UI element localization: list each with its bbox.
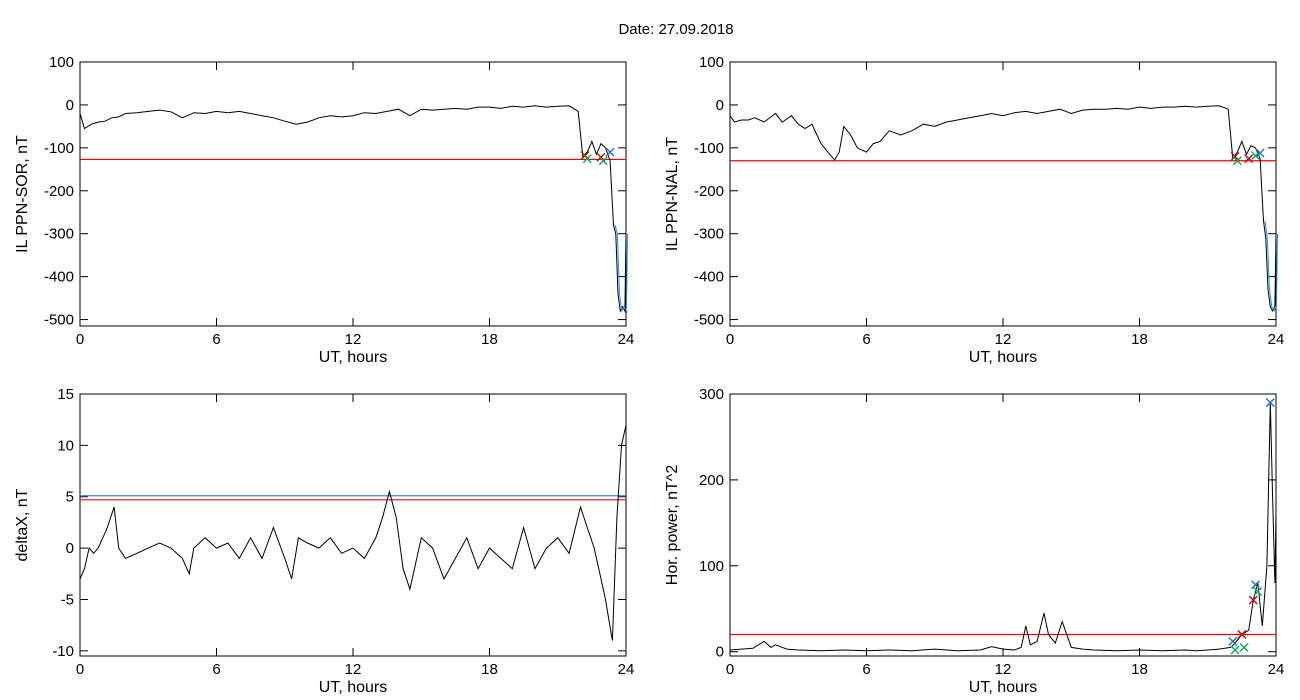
y-tick-label: -500 [44,312,74,329]
y-tick-label: 0 [716,97,724,114]
cross-marker [1265,398,1275,408]
x-tick-label: 6 [212,661,220,678]
x-tick-label: 0 [76,661,84,678]
cross-marker [598,156,608,166]
series-line-overlay [1264,220,1278,313]
y-tick-label: -5 [61,591,74,608]
y-tick-label: 0 [66,97,74,114]
y-axis-label: deltaX, nT [14,488,31,561]
x-tick-label: 24 [618,331,635,348]
x-axis-label: UT, hours [969,349,1037,366]
x-axis-label: UT, hours [319,679,387,696]
x-tick-label: 6 [862,661,870,678]
cross-marker [1244,154,1254,164]
series-line [729,105,1277,313]
x-axis-label: UT, hours [319,349,387,366]
y-tick-label: 200 [699,472,724,489]
plot-frame [79,61,627,327]
x-tick-label: 12 [995,331,1012,348]
cross-marker [582,154,592,164]
cross-marker [1251,151,1261,161]
y-tick-label: -100 [694,140,724,157]
y-tick-label: 300 [699,386,724,403]
x-tick-label: 0 [726,661,734,678]
y-tick-label: -300 [44,226,74,243]
x-tick-label: 18 [481,331,498,348]
y-tick-label: -500 [694,312,724,329]
plot-frame [729,61,1277,327]
x-tick-label: 6 [212,331,220,348]
panel-deltax: 0 6 12 18 24 15 10 5 0 -5 -10 UT, hours deltaX, nT [14,386,634,696]
y-tick-label: 0 [66,540,74,557]
x-tick-label: 24 [618,661,635,678]
y-tick-label: 100 [49,54,74,71]
figure-title: Date: 27.09.2018 [618,21,733,38]
cross-marker [605,147,615,157]
y-tick-label: -100 [44,140,74,157]
y-tick-label: 10 [57,437,74,454]
cross-marker [1228,636,1238,646]
x-tick-label: 18 [1131,661,1148,678]
x-tick-label: 12 [345,661,362,678]
panel-il-ppn-nal: 0 6 12 18 24 100 0 -100 -200 -300 -400 -500 UT, hour… [664,54,1284,366]
y-tick-label: -400 [694,269,724,286]
x-tick-label: 12 [995,661,1012,678]
y-tick-label: 0 [716,644,724,661]
series-line [79,105,627,313]
y-axis-label: IL PPN-NAL, nT [664,137,681,251]
x-tick-label: 24 [1268,331,1285,348]
y-tick-label: 5 [66,489,74,506]
y-tick-label: -200 [44,183,74,200]
x-tick-label: 0 [726,331,734,348]
x-axis-label: UT, hours [969,679,1037,696]
cross-marker [1232,156,1242,166]
y-tick-label: 100 [699,558,724,575]
y-axis-label: Hor. power, nT^2 [664,465,681,586]
panel-hor-power: 0 6 12 18 24 300 200 100 0 UT, hours Hor. power, n… [664,386,1284,696]
cross-marker [1253,587,1263,597]
plot-frame [729,393,1277,657]
plot-frame [79,393,627,657]
cross-marker [1255,148,1265,158]
y-tick-label: -400 [44,269,74,286]
series-line [79,424,627,641]
cross-marker [1237,630,1247,640]
y-axis-label: IL PPN-SOR, nT [14,135,31,253]
cross-marker [1230,151,1240,161]
panel-il-ppn-sor: 0 6 12 18 24 100 0 -100 -200 -300 -400 -500 UT, hour… [14,54,634,366]
y-tick-label: -300 [694,226,724,243]
x-tick-label: 18 [1131,331,1148,348]
cross-marker [1251,580,1261,590]
y-tick-label: -200 [694,183,724,200]
y-tick-label: -10 [52,643,74,660]
y-tick-label: 100 [699,54,724,71]
cross-marker [1248,595,1258,605]
series-line [729,402,1277,652]
x-tick-label: 12 [345,331,362,348]
cross-marker [1239,642,1249,652]
x-tick-label: 24 [1268,661,1285,678]
x-tick-label: 0 [76,331,84,348]
series-line-overlay [614,224,628,313]
y-tick-label: 15 [57,386,74,403]
x-tick-label: 6 [862,331,870,348]
x-tick-label: 18 [481,661,498,678]
cross-marker [1230,645,1240,655]
